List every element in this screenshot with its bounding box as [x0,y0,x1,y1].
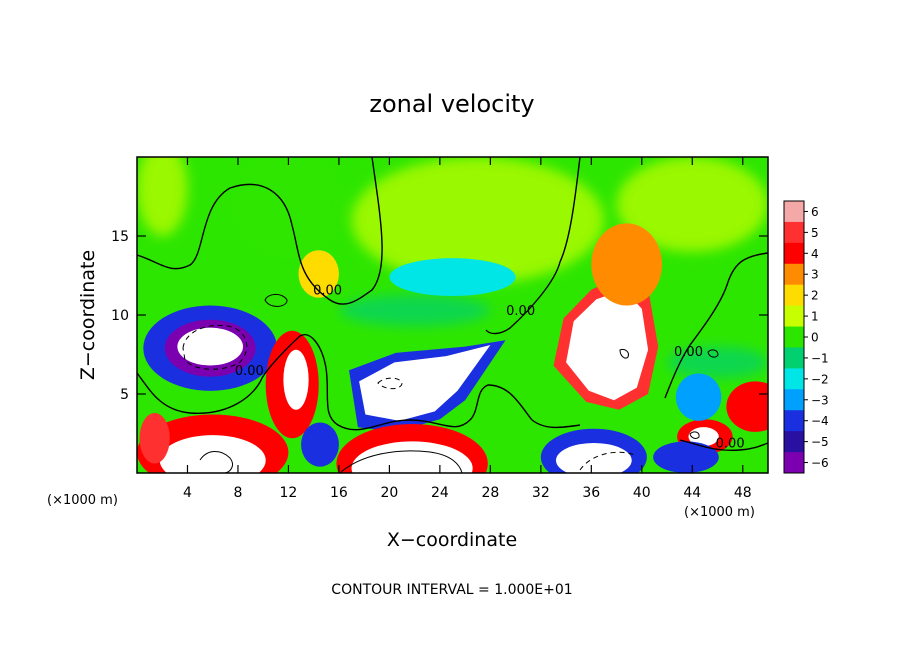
y-axis: 5 10 15 [111,229,768,403]
contour-small-loop [619,349,629,359]
zero-contour-bottom [679,439,768,452]
field-feature-4 [359,345,491,421]
contour-lines [137,157,768,473]
field-feature-23 [301,422,339,467]
field-feature-18 [726,381,768,432]
velocity-field [137,157,768,473]
contour-label-4: 0.00 [716,437,745,452]
y-tick-label-2: 15 [111,229,129,245]
x-tick-label-11: 48 [734,485,752,501]
x-tick-label-10: 44 [683,485,701,501]
colorbar-swatch-3 [784,263,804,286]
x-tick-label-5: 24 [431,485,449,501]
field-feature-19 [675,373,722,421]
contour-small-loop-east [707,349,719,358]
x-unit-label: (×1000 m) [684,505,755,520]
colorbar-swatch-7 [784,347,804,369]
colorbar-label-5: 1 [811,310,819,324]
colorbar-swatch-11 [784,431,804,453]
colorbar-label-12: −6 [811,456,829,470]
y-tick-label-1: 10 [111,308,129,324]
field-feature-7 [591,223,662,306]
plot-area: 0.00 0.00 0.00 0.00 0.00 [136,156,769,474]
contour-label-1: 0.00 [506,304,535,319]
colorbar-swatch-4 [784,284,804,307]
field-feature-9 [283,349,309,410]
dashed-contour-west [182,324,248,370]
colorbar-label-4: 2 [811,289,819,303]
x-axis-title: X−coordinate [387,529,517,551]
field-feature-22 [389,258,516,297]
colorbar-label-0: 6 [811,205,819,219]
x-tick-label-8: 36 [582,485,600,501]
colorbar-swatch-2 [784,242,804,265]
x-tick-label-0: 4 [183,485,192,501]
contour-small-loop-se [689,431,700,439]
contour-bottom-center [339,450,463,473]
x-tick-label-2: 12 [280,485,298,501]
colorbar-swatch-6 [784,326,804,348]
contour-label-0: 0.00 [313,283,342,298]
colorbar-label-3: 3 [811,268,819,282]
zero-contour-east [664,252,768,399]
colorbar-label-8: −2 [811,372,829,386]
colorbar-label-6: 0 [811,331,819,345]
field-feature-20 [653,441,719,473]
field-feature-6 [566,289,649,401]
x-axis: 4 8 12 16 20 24 28 32 36 40 44 48 [183,157,752,501]
colorbar: 6 5 4 3 2 1 0 −1 −2 −3 −4 −5 −6 [783,200,829,474]
chart-title: zonal velocity [369,90,534,118]
x-tick-label-9: 40 [633,485,651,501]
colorbar-label-10: −4 [811,414,829,428]
contour-bottom-west [199,451,233,473]
contour-label-3: 0.00 [674,345,703,360]
colorbar-label-2: 4 [811,247,819,261]
colorbar-swatch-9 [784,389,804,411]
colorbar-label-9: −3 [811,393,829,407]
contour-labels: 0.00 0.00 0.00 0.00 0.00 [235,283,745,451]
contour-interval-note: CONTOUR INTERVAL = 1.000E+01 [331,582,572,598]
zero-contour-lower [137,334,581,431]
colorbar-label-11: −5 [811,435,829,449]
colorbar-swatch-8 [784,368,804,390]
field-feature-13 [351,441,473,473]
contour-north-blob [264,293,288,307]
y-axis-title: Z−coordinate [77,250,99,380]
x-tick-label-4: 20 [380,485,398,501]
field-feature-2 [177,327,244,366]
x-tick-label-7: 32 [532,485,550,501]
dashed-contour-south [579,451,636,471]
y-unit-label: (×1000 m) [47,493,118,508]
zero-contour-upper [137,157,383,305]
colorbar-swatch-0 [784,201,804,223]
colorbar-label-1: 5 [811,226,819,240]
field-feature-21 [298,250,339,298]
contour-label-2: 0.00 [235,364,264,379]
zero-contour-right [485,157,581,335]
colorbar-swatch-5 [784,305,804,328]
colorbar-swatch-10 [784,410,804,432]
x-tick-label-6: 28 [481,485,499,501]
field-feature-24 [139,412,170,464]
colorbar-swatch-12 [784,452,804,474]
colorbar-swatch-1 [784,221,804,244]
field-feature-11 [159,435,266,473]
dashed-contour-center [377,377,403,390]
colorbar-label-7: −1 [811,351,829,365]
y-tick-label-0: 5 [120,387,129,403]
x-tick-label-3: 16 [330,485,348,501]
background-texture [137,157,768,379]
x-tick-label-1: 8 [233,485,242,501]
